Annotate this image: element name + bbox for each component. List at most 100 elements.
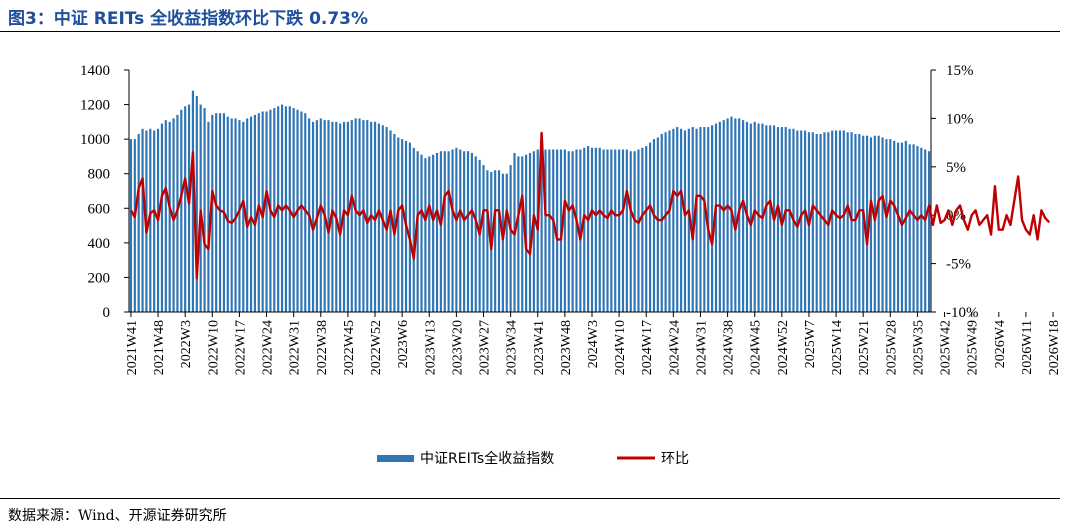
bar (544, 149, 547, 312)
bar (540, 149, 543, 312)
bar (137, 133, 140, 312)
bar (552, 149, 555, 312)
right-tick-label: 15% (946, 63, 974, 79)
bar (517, 156, 520, 312)
bar (153, 130, 156, 312)
bar (594, 147, 597, 312)
x-tick-label: 2022W45 (342, 320, 357, 375)
x-tick-label: 2023W34 (505, 320, 520, 375)
bar (703, 127, 706, 312)
bar (129, 139, 133, 312)
bar (885, 139, 888, 312)
bar (714, 123, 718, 312)
bar (300, 111, 303, 313)
right-tick-label: -10% (946, 305, 979, 321)
bar (354, 118, 357, 313)
bar (180, 109, 183, 312)
bar (548, 149, 551, 312)
bar (172, 118, 175, 313)
bar (831, 130, 834, 312)
bar (397, 137, 400, 312)
bar (804, 130, 807, 312)
bar (226, 116, 229, 312)
bar (614, 149, 617, 312)
x-tick-label: 2024W52 (776, 320, 791, 375)
bar (877, 135, 880, 312)
bar (718, 121, 721, 312)
bar (633, 151, 636, 312)
bar (927, 151, 931, 312)
bar (215, 113, 218, 313)
bar (187, 104, 191, 312)
bar (734, 118, 737, 313)
left-tick-label: 1400 (80, 63, 110, 79)
bar (842, 130, 845, 312)
x-tick-label: 2024W24 (667, 320, 682, 375)
bar (385, 127, 388, 312)
bar (873, 135, 876, 312)
bar (246, 118, 249, 313)
bar (420, 154, 423, 312)
bar (602, 149, 605, 312)
bar (769, 125, 772, 312)
x-tick-label: 2022W10 (206, 320, 221, 375)
bar (796, 130, 799, 312)
bar (339, 123, 342, 312)
bar (606, 149, 609, 312)
bar (505, 173, 508, 312)
bar (811, 132, 814, 312)
bar (463, 151, 466, 312)
x-tick-label: 2022W24 (261, 320, 276, 375)
bar (742, 120, 745, 312)
legend-line-label: 环比 (661, 451, 689, 467)
bar (474, 156, 477, 312)
bar (218, 113, 222, 313)
x-tick-label: 2023W20 (450, 320, 465, 375)
bar (618, 149, 621, 312)
bar (881, 137, 884, 312)
bar (199, 104, 202, 312)
bar (401, 139, 404, 312)
x-tick-label: 2026W18 (1047, 320, 1062, 375)
bar (920, 147, 923, 312)
bar (164, 120, 167, 312)
bar (579, 149, 582, 312)
bar (273, 108, 276, 312)
bar (521, 156, 524, 312)
bar (191, 90, 195, 313)
bar (311, 121, 315, 312)
bar (765, 125, 768, 312)
bar (230, 118, 233, 313)
bar (862, 135, 865, 312)
bar (575, 149, 578, 312)
bar (625, 149, 628, 312)
x-tick-label: 2024W10 (613, 320, 628, 375)
x-tick-label: 2026W11 (1020, 320, 1035, 375)
bar (621, 149, 625, 312)
bar (590, 147, 594, 312)
bar (133, 139, 136, 312)
bar (377, 123, 380, 312)
bar (656, 137, 659, 312)
bar (924, 149, 927, 312)
bar (637, 149, 640, 312)
bar (393, 133, 396, 312)
bar (865, 135, 869, 312)
x-tick-label: 2025W35 (911, 320, 926, 375)
bar (587, 146, 590, 312)
bar (432, 154, 435, 312)
bar (280, 104, 284, 312)
bar (168, 121, 171, 312)
top-rule (0, 31, 1060, 32)
bar (470, 152, 473, 312)
legend-bar-label: 中证REITs全收益指数 (420, 450, 554, 467)
x-tick-label: 2024W38 (722, 320, 737, 375)
bar (435, 152, 439, 312)
x-tick-label: 2023W41 (532, 320, 547, 375)
x-tick-label: 2025W21 (857, 320, 872, 375)
legend: 中证REITs全收益指数 环比 (377, 450, 689, 467)
right-tick-label: 10% (946, 111, 974, 127)
x-tick-label: 2024W17 (640, 320, 655, 375)
bar (699, 127, 702, 312)
bar (447, 151, 450, 312)
